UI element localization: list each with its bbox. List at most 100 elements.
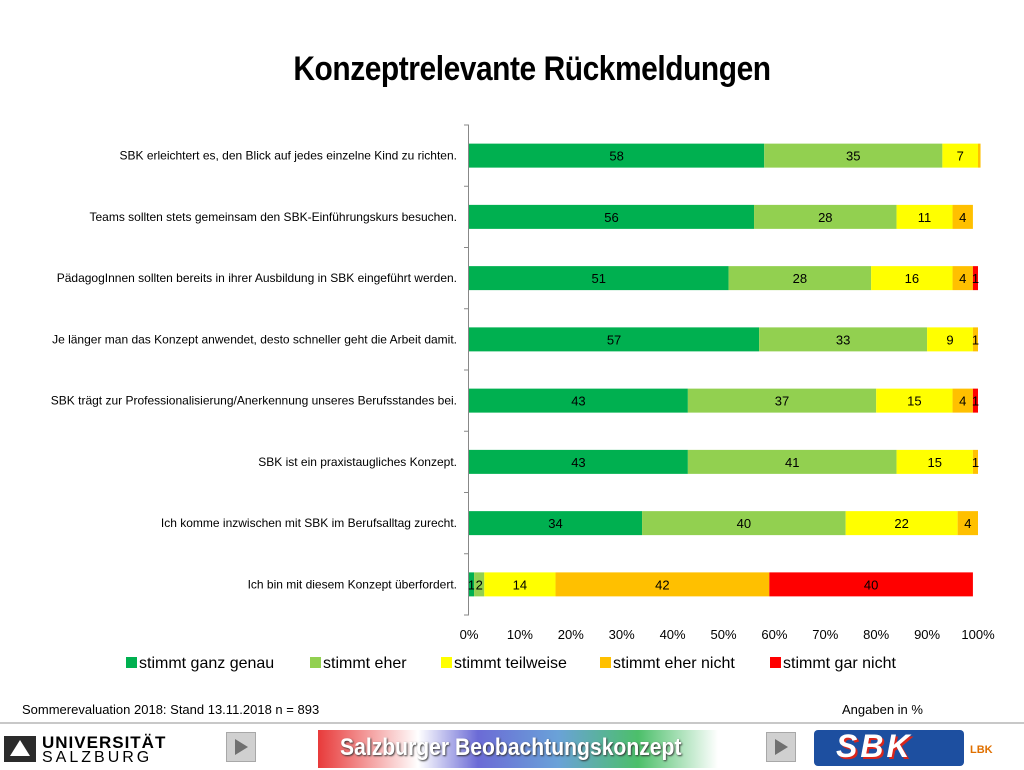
bar-segment: [469, 204, 755, 229]
x-tick-label: 100%: [961, 627, 995, 642]
data-label: 9: [946, 332, 953, 347]
legend-swatch: [310, 657, 321, 668]
bar-segment: [759, 327, 928, 352]
bar-segment: [978, 143, 981, 168]
data-label: 1: [972, 394, 979, 409]
x-tick-label: 60%: [761, 627, 787, 642]
category-label: Ich komme inzwischen mit SBK im Berufsal…: [161, 516, 457, 530]
bar-segment: [876, 388, 953, 413]
legend-label: stimmt gar nicht: [783, 655, 896, 672]
data-label: 2: [476, 577, 483, 592]
legend-swatch: [770, 657, 781, 668]
x-tick-label: 30%: [609, 627, 635, 642]
bar-segment: [469, 388, 688, 413]
x-tick-label: 70%: [812, 627, 838, 642]
page-title: Konzeptrelevante Rückmeldungen: [293, 50, 771, 88]
bar-segment: [555, 572, 770, 597]
data-label: 34: [548, 516, 562, 531]
legend-label: stimmt ganz genau: [139, 655, 274, 672]
footer-unit-note: Angaben in %: [842, 702, 923, 717]
sbk-logo: [814, 730, 964, 766]
bar-segment: [957, 511, 978, 536]
data-label: 15: [928, 455, 942, 470]
legend-swatch: [126, 657, 137, 668]
category-label: PädagogInnen sollten bereits in ihrer Au…: [57, 271, 457, 285]
bar-segment: [972, 327, 978, 352]
bar-segment: [469, 143, 765, 168]
data-label: 1: [972, 332, 979, 347]
category-label: SBK trägt zur Professionalisierung/Anerk…: [51, 394, 457, 408]
data-label: 11: [918, 210, 932, 225]
data-label: 1: [468, 577, 475, 592]
legend-swatch: [441, 657, 452, 668]
bar-segment: [845, 511, 958, 536]
category-label: Je länger man das Konzept anwendet, dest…: [52, 332, 457, 346]
data-label: 51: [592, 271, 606, 286]
bar-segment: [952, 388, 973, 413]
bar-segment: [728, 266, 872, 291]
data-label: 4: [959, 271, 966, 286]
data-label: 14: [513, 577, 527, 592]
bar-segment: [927, 327, 973, 352]
x-tick-label: 80%: [863, 627, 889, 642]
data-label: 15: [907, 394, 921, 409]
x-tick-label: 20%: [558, 627, 584, 642]
bar-segment: [484, 572, 556, 597]
play-icon[interactable]: [226, 732, 256, 762]
bar-segment: [942, 143, 978, 168]
data-label: 1: [972, 271, 979, 286]
sbk-logo-text: SBK: [836, 728, 913, 764]
data-label: 41: [785, 455, 799, 470]
data-label: 1: [972, 455, 979, 470]
legend-label: stimmt eher: [323, 655, 407, 672]
category-label: SBK erleichtert es, den Blick auf jedes …: [119, 149, 457, 163]
x-tick-label: 10%: [507, 627, 533, 642]
bar-segment: [469, 511, 643, 536]
data-label: 28: [793, 271, 807, 286]
bar-segment: [642, 511, 846, 536]
bar-segment: [469, 572, 475, 597]
legend-swatch: [600, 657, 611, 668]
data-label: 4: [964, 516, 971, 531]
banner-title: Salzburger Beobachtungskonzept: [340, 734, 682, 761]
data-label: 7: [957, 149, 964, 164]
data-label: 43: [571, 394, 585, 409]
university-logo: UNIVERSITÄT SALZBURG: [4, 732, 165, 766]
bar-segment: [972, 266, 978, 291]
bar-segment: [687, 388, 877, 413]
x-tick-label: 50%: [710, 627, 736, 642]
legend-label: stimmt teilweise: [454, 655, 567, 672]
data-label: 22: [894, 516, 908, 531]
bar-segment: [896, 449, 973, 474]
lbk-logo-text: LBK: [970, 744, 993, 756]
data-label: 56: [604, 210, 618, 225]
bar-segment: [972, 388, 978, 413]
data-label: 4: [959, 394, 966, 409]
bar-segment: [769, 572, 973, 597]
bar-segment: [469, 266, 729, 291]
data-label: 4: [959, 210, 966, 225]
bar-segment: [952, 266, 973, 291]
data-label: 58: [609, 149, 623, 164]
x-tick-label: 40%: [660, 627, 686, 642]
stacked-bar-chart: 58 35 7 SBK erleichtert es, den Blick auf j…: [51, 124, 995, 672]
university-mark-icon: [4, 736, 36, 762]
data-label: 42: [655, 577, 669, 592]
x-tick-label: 0%: [460, 627, 479, 642]
bar-segment: [754, 204, 897, 229]
data-label: 28: [818, 210, 832, 225]
bar-segment: [972, 449, 978, 474]
data-label: 40: [737, 516, 751, 531]
data-label: 16: [905, 271, 919, 286]
bar-segment: [474, 572, 485, 597]
category-label: Teams sollten stets gemeinsam den SBK-Ei…: [89, 210, 457, 224]
category-label: SBK ist ein praxistaugliches Konzept.: [258, 455, 457, 469]
bar-segment: [764, 143, 943, 168]
data-label: 43: [571, 455, 585, 470]
data-label: 37: [775, 394, 789, 409]
bar-segment: [952, 204, 973, 229]
x-tick-label: 90%: [914, 627, 940, 642]
legend-label: stimmt eher nicht: [613, 655, 735, 672]
data-label: 35: [846, 149, 860, 164]
play-icon[interactable]: [766, 732, 796, 762]
